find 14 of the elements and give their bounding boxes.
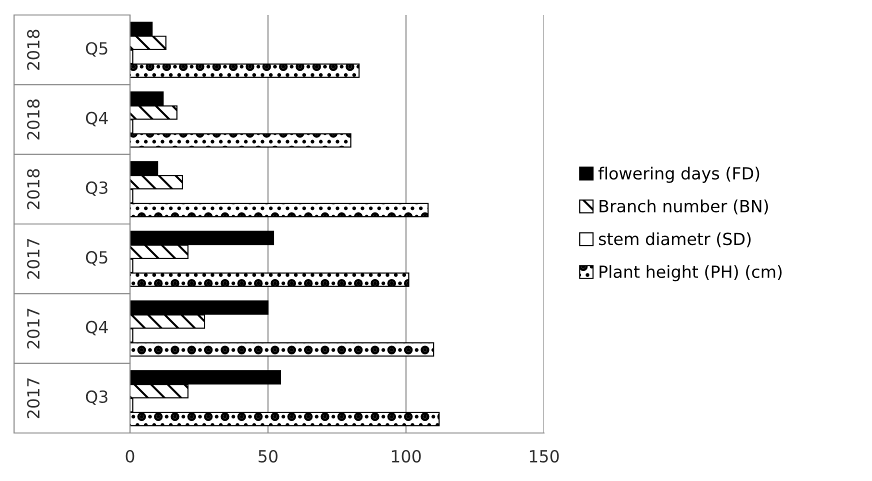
category-label: 2017 Q5	[27, 239, 108, 279]
legend-label: Branch number (BN)	[600, 200, 768, 214]
category-label: 2017 Q4	[27, 308, 108, 348]
x-tick-label: 100	[392, 450, 421, 463]
legend-label: Plant height (PH) (cm)	[600, 265, 782, 282]
x-tick-label: 0	[126, 450, 134, 463]
category-label: 2017 Q3	[27, 378, 108, 418]
x-tick-label: 50	[258, 450, 278, 463]
x-tick-label: 150	[530, 450, 559, 463]
category-label: 2018 Q3	[27, 169, 108, 210]
legend-label: flowering days (FD)	[598, 166, 760, 183]
legend-label: stem diametr (SD)	[598, 232, 751, 248]
category-label: 2018 Q4	[27, 99, 108, 140]
category-label: 2018 Q5	[27, 30, 108, 70]
